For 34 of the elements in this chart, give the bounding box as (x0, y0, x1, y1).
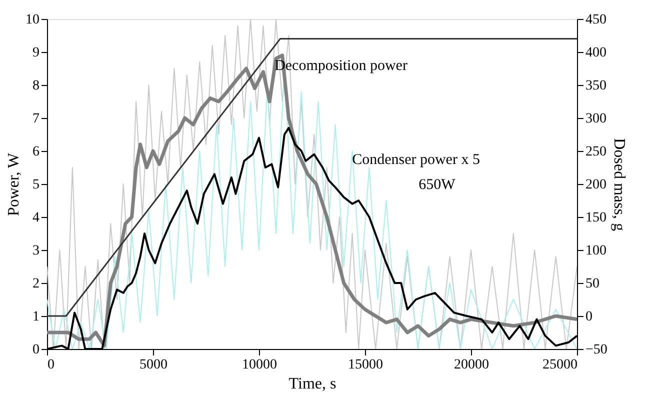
y2-tick-label: 150 (586, 210, 606, 226)
y2-tick-label: −50 (586, 342, 608, 358)
x-tick-label: 25000 (542, 358, 578, 372)
y-tick-label: 3 (32, 244, 40, 258)
y2-tick-label: 450 (586, 12, 606, 28)
y-tick-label: 5 (32, 178, 40, 192)
x-axis-title: Time, s (288, 376, 336, 392)
y-tick-label: 0 (32, 342, 40, 358)
annotation: Condenser power x 5 (352, 152, 480, 168)
y-tick-label: 1 (32, 310, 40, 324)
y-tick-label: 7 (32, 112, 40, 126)
y2-tick-label: 300 (586, 112, 606, 126)
y2-tick-label: 50 (586, 276, 600, 292)
y-tick-label: 6 (32, 144, 40, 160)
x-tick-label: 20000 (454, 358, 489, 372)
x-tick-label: 15000 (348, 358, 383, 372)
y2-tick-label: 0 (586, 310, 592, 324)
y2-tick-label: 100 (586, 244, 606, 258)
y-tick-label: 8 (32, 78, 40, 94)
annotation: Decomposition power (274, 58, 408, 74)
y-tick-label: 9 (32, 46, 40, 60)
annotation: 650W (418, 177, 456, 193)
x-tick-label: 5000 (140, 358, 168, 372)
y-axis-title: Power, W (6, 152, 22, 216)
y2-tick-label: 200 (586, 178, 606, 192)
y2-tick-label: 350 (586, 78, 606, 94)
y-tick-label: 10 (26, 12, 40, 28)
y2-axis-title: Dosed mass, g (610, 138, 628, 231)
y-tick-label: 2 (32, 276, 40, 292)
x-tick-label: 10000 (242, 358, 277, 372)
y-tick-label: 4 (32, 210, 40, 226)
y2-tick-label: 400 (586, 46, 606, 60)
x-tick-label: 0 (48, 358, 54, 372)
y2-tick-label: 250 (586, 144, 606, 160)
